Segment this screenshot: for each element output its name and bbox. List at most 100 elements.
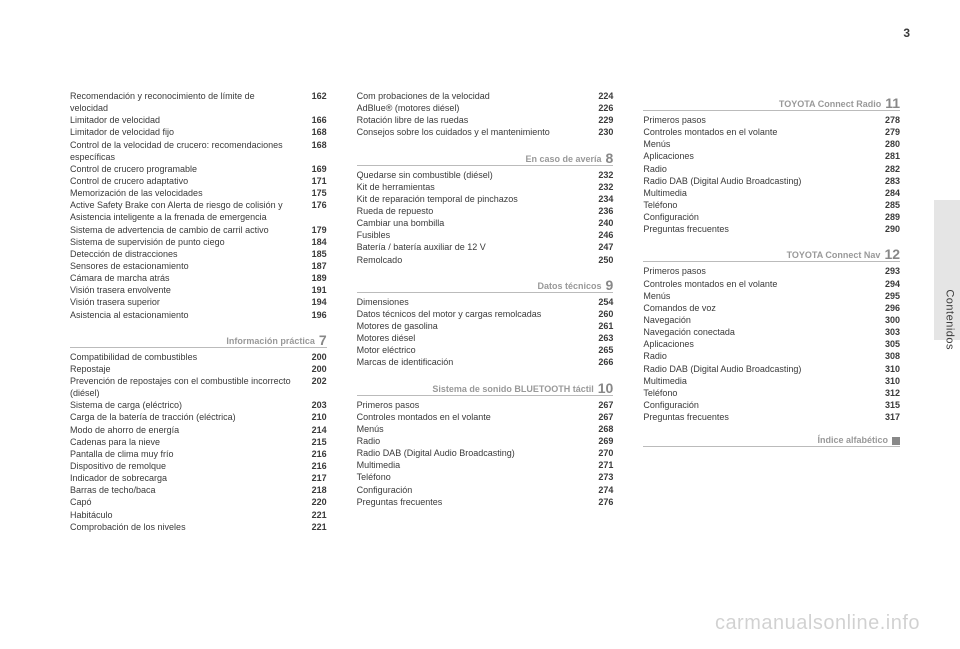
toc-label: Motor eléctrico: [357, 344, 582, 356]
toc-row: Asistencia al estacionamiento196: [70, 309, 327, 321]
index-square-icon: [892, 437, 900, 445]
toc-row: Dispositivo de remolque216: [70, 460, 327, 472]
toc-label: Menús: [357, 423, 582, 435]
toc-label: Limitador de velocidad fijo: [70, 126, 295, 138]
toc-label: Prevención de repostajes con el combusti…: [70, 375, 295, 399]
section-title: TOYOTA Connect Radio: [779, 99, 881, 110]
toc-label: Menús: [643, 290, 868, 302]
toc-label: Dimensiones: [357, 296, 582, 308]
toc-row: Barras de techo/baca218: [70, 484, 327, 496]
section-number: 10: [598, 381, 614, 395]
toc-page: 234: [591, 193, 613, 205]
toc-row: Indicador de sobrecarga217: [70, 472, 327, 484]
toc-page: 271: [591, 459, 613, 471]
toc-label: Sistema de advertencia de cambio de carr…: [70, 224, 295, 236]
toc-row: Aplicaciones281: [643, 150, 900, 162]
toc-label: Modo de ahorro de energía: [70, 424, 295, 436]
toc-row: Radio269: [357, 435, 614, 447]
toc-page: 194: [305, 296, 327, 308]
toc-page: 187: [305, 260, 327, 272]
toc-section: Sistema de sonido BLUETOOTH táctil10Prim…: [357, 375, 614, 508]
toc-page: 282: [878, 163, 900, 175]
toc-page: 263: [591, 332, 613, 344]
toc-row: Detección de distracciones185: [70, 248, 327, 260]
toc-label: Cadenas para la nieve: [70, 436, 295, 448]
toc-row: Preguntas frecuentes276: [357, 496, 614, 508]
toc-page: 254: [591, 296, 613, 308]
toc-row: Comprobación de los niveles221: [70, 521, 327, 533]
toc-label: AdBlue® (motores diésel): [357, 102, 582, 114]
toc-page: 232: [591, 181, 613, 193]
toc-label: Rueda de repuesto: [357, 205, 582, 217]
toc-page: 280: [878, 138, 900, 150]
toc-row: Memorización de las velocidades175: [70, 187, 327, 199]
toc-row: Controles montados en el volante267: [357, 411, 614, 423]
toc-row: Modo de ahorro de energía214: [70, 424, 327, 436]
toc-row: Radio DAB (Digital Audio Broadcasting)28…: [643, 175, 900, 187]
toc-row: Sensores de estacionamiento 187: [70, 260, 327, 272]
toc-row: Kit de herramientas232: [357, 181, 614, 193]
toc-label: Habitáculo: [70, 509, 295, 521]
toc-row: Fusibles246: [357, 229, 614, 241]
toc-page: 273: [591, 471, 613, 483]
toc-page: 221: [305, 509, 327, 521]
toc-page: 179: [305, 224, 327, 236]
toc-row: Radio DAB (Digital Audio Broadcasting)31…: [643, 363, 900, 375]
toc-row: Multimedia284: [643, 187, 900, 199]
toc-page: 169: [305, 163, 327, 175]
index-title: Índice alfabético: [817, 435, 888, 446]
toc-page: 246: [591, 229, 613, 241]
toc-page: 300: [878, 314, 900, 326]
toc-row: Teléfono285: [643, 199, 900, 211]
toc-label: Sistema de carga (eléctrico): [70, 399, 295, 411]
toc-label: Primeros pasos: [357, 399, 582, 411]
toc-section: Datos técnicos9Dimensiones254Datos técni…: [357, 272, 614, 369]
toc-page: 310: [878, 363, 900, 375]
toc-row: Kit de reparación temporal de pinchazos 2…: [357, 193, 614, 205]
toc-label: Cámara de marcha atrás: [70, 272, 295, 284]
toc-label: Sistema de supervisión de punto ciego: [70, 236, 295, 248]
toc-row: Navegación conectada303: [643, 326, 900, 338]
section-header: En caso de avería8: [357, 151, 614, 166]
toc-page: 232: [591, 169, 613, 181]
toc-page: 210: [305, 411, 327, 423]
toc-label: Primeros pasos: [643, 114, 868, 126]
toc-row: Motores diésel263: [357, 332, 614, 344]
toc-label: Configuración: [643, 211, 868, 223]
toc-row: Primeros pasos293: [643, 265, 900, 277]
toc-label: Active Safety Brake con Alerta de riesgo…: [70, 199, 295, 223]
toc-page: 290: [878, 223, 900, 235]
toc-row: Active Safety Brake con Alerta de riesgo…: [70, 199, 327, 223]
toc-label: Radio DAB (Digital Audio Broadcasting): [357, 447, 582, 459]
toc-row: Marcas de identificación266: [357, 356, 614, 368]
toc-page: 315: [878, 399, 900, 411]
toc-label: Primeros pasos: [643, 265, 868, 277]
toc-row: Configuración274: [357, 484, 614, 496]
toc-row: Configuración 289: [643, 211, 900, 223]
toc-page: 270: [591, 447, 613, 459]
toc-label: Menús: [643, 138, 868, 150]
toc-label: Kit de reparación temporal de pinchazos: [357, 193, 582, 205]
toc-page: 189: [305, 272, 327, 284]
toc-page: 274: [591, 484, 613, 496]
toc-label: Multimedia: [643, 375, 868, 387]
toc-row: Menús 280: [643, 138, 900, 150]
section-header: Información práctica7: [70, 333, 327, 348]
toc-label: Pantalla de clima muy frío: [70, 448, 295, 460]
toc-row: Quedarse sin combustible (diésel)232: [357, 169, 614, 181]
toc-page: 220: [305, 496, 327, 508]
toc-label: Barras de techo/baca: [70, 484, 295, 496]
toc-row: Visión trasera superior194: [70, 296, 327, 308]
toc-page: 265: [591, 344, 613, 356]
toc-label: Sensores de estacionamiento: [70, 260, 295, 272]
toc-row: Preguntas frecuentes317: [643, 411, 900, 423]
toc-page: 267: [591, 411, 613, 423]
toc-label: Remolcado: [357, 254, 582, 266]
toc-page: 221: [305, 521, 327, 533]
toc-page: 267: [591, 399, 613, 411]
toc-label: Dispositivo de remolque: [70, 460, 295, 472]
toc-page: 308: [878, 350, 900, 362]
toc-page: 276: [591, 496, 613, 508]
toc-label: Controles montados en el volante: [643, 278, 868, 290]
toc-page: 289: [878, 211, 900, 223]
